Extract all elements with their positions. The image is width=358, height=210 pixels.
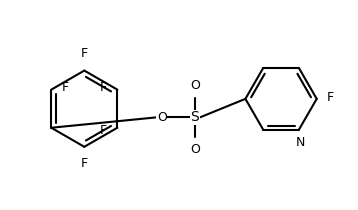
Text: F: F bbox=[81, 157, 88, 170]
Text: F: F bbox=[326, 91, 334, 104]
Text: F: F bbox=[81, 47, 88, 60]
Text: F: F bbox=[100, 81, 107, 94]
Text: F: F bbox=[62, 81, 69, 94]
Text: O: O bbox=[157, 111, 167, 124]
Text: F: F bbox=[100, 124, 107, 137]
Text: S: S bbox=[190, 110, 199, 124]
Text: O: O bbox=[190, 143, 200, 156]
Text: N: N bbox=[295, 136, 305, 150]
Text: O: O bbox=[190, 79, 200, 92]
